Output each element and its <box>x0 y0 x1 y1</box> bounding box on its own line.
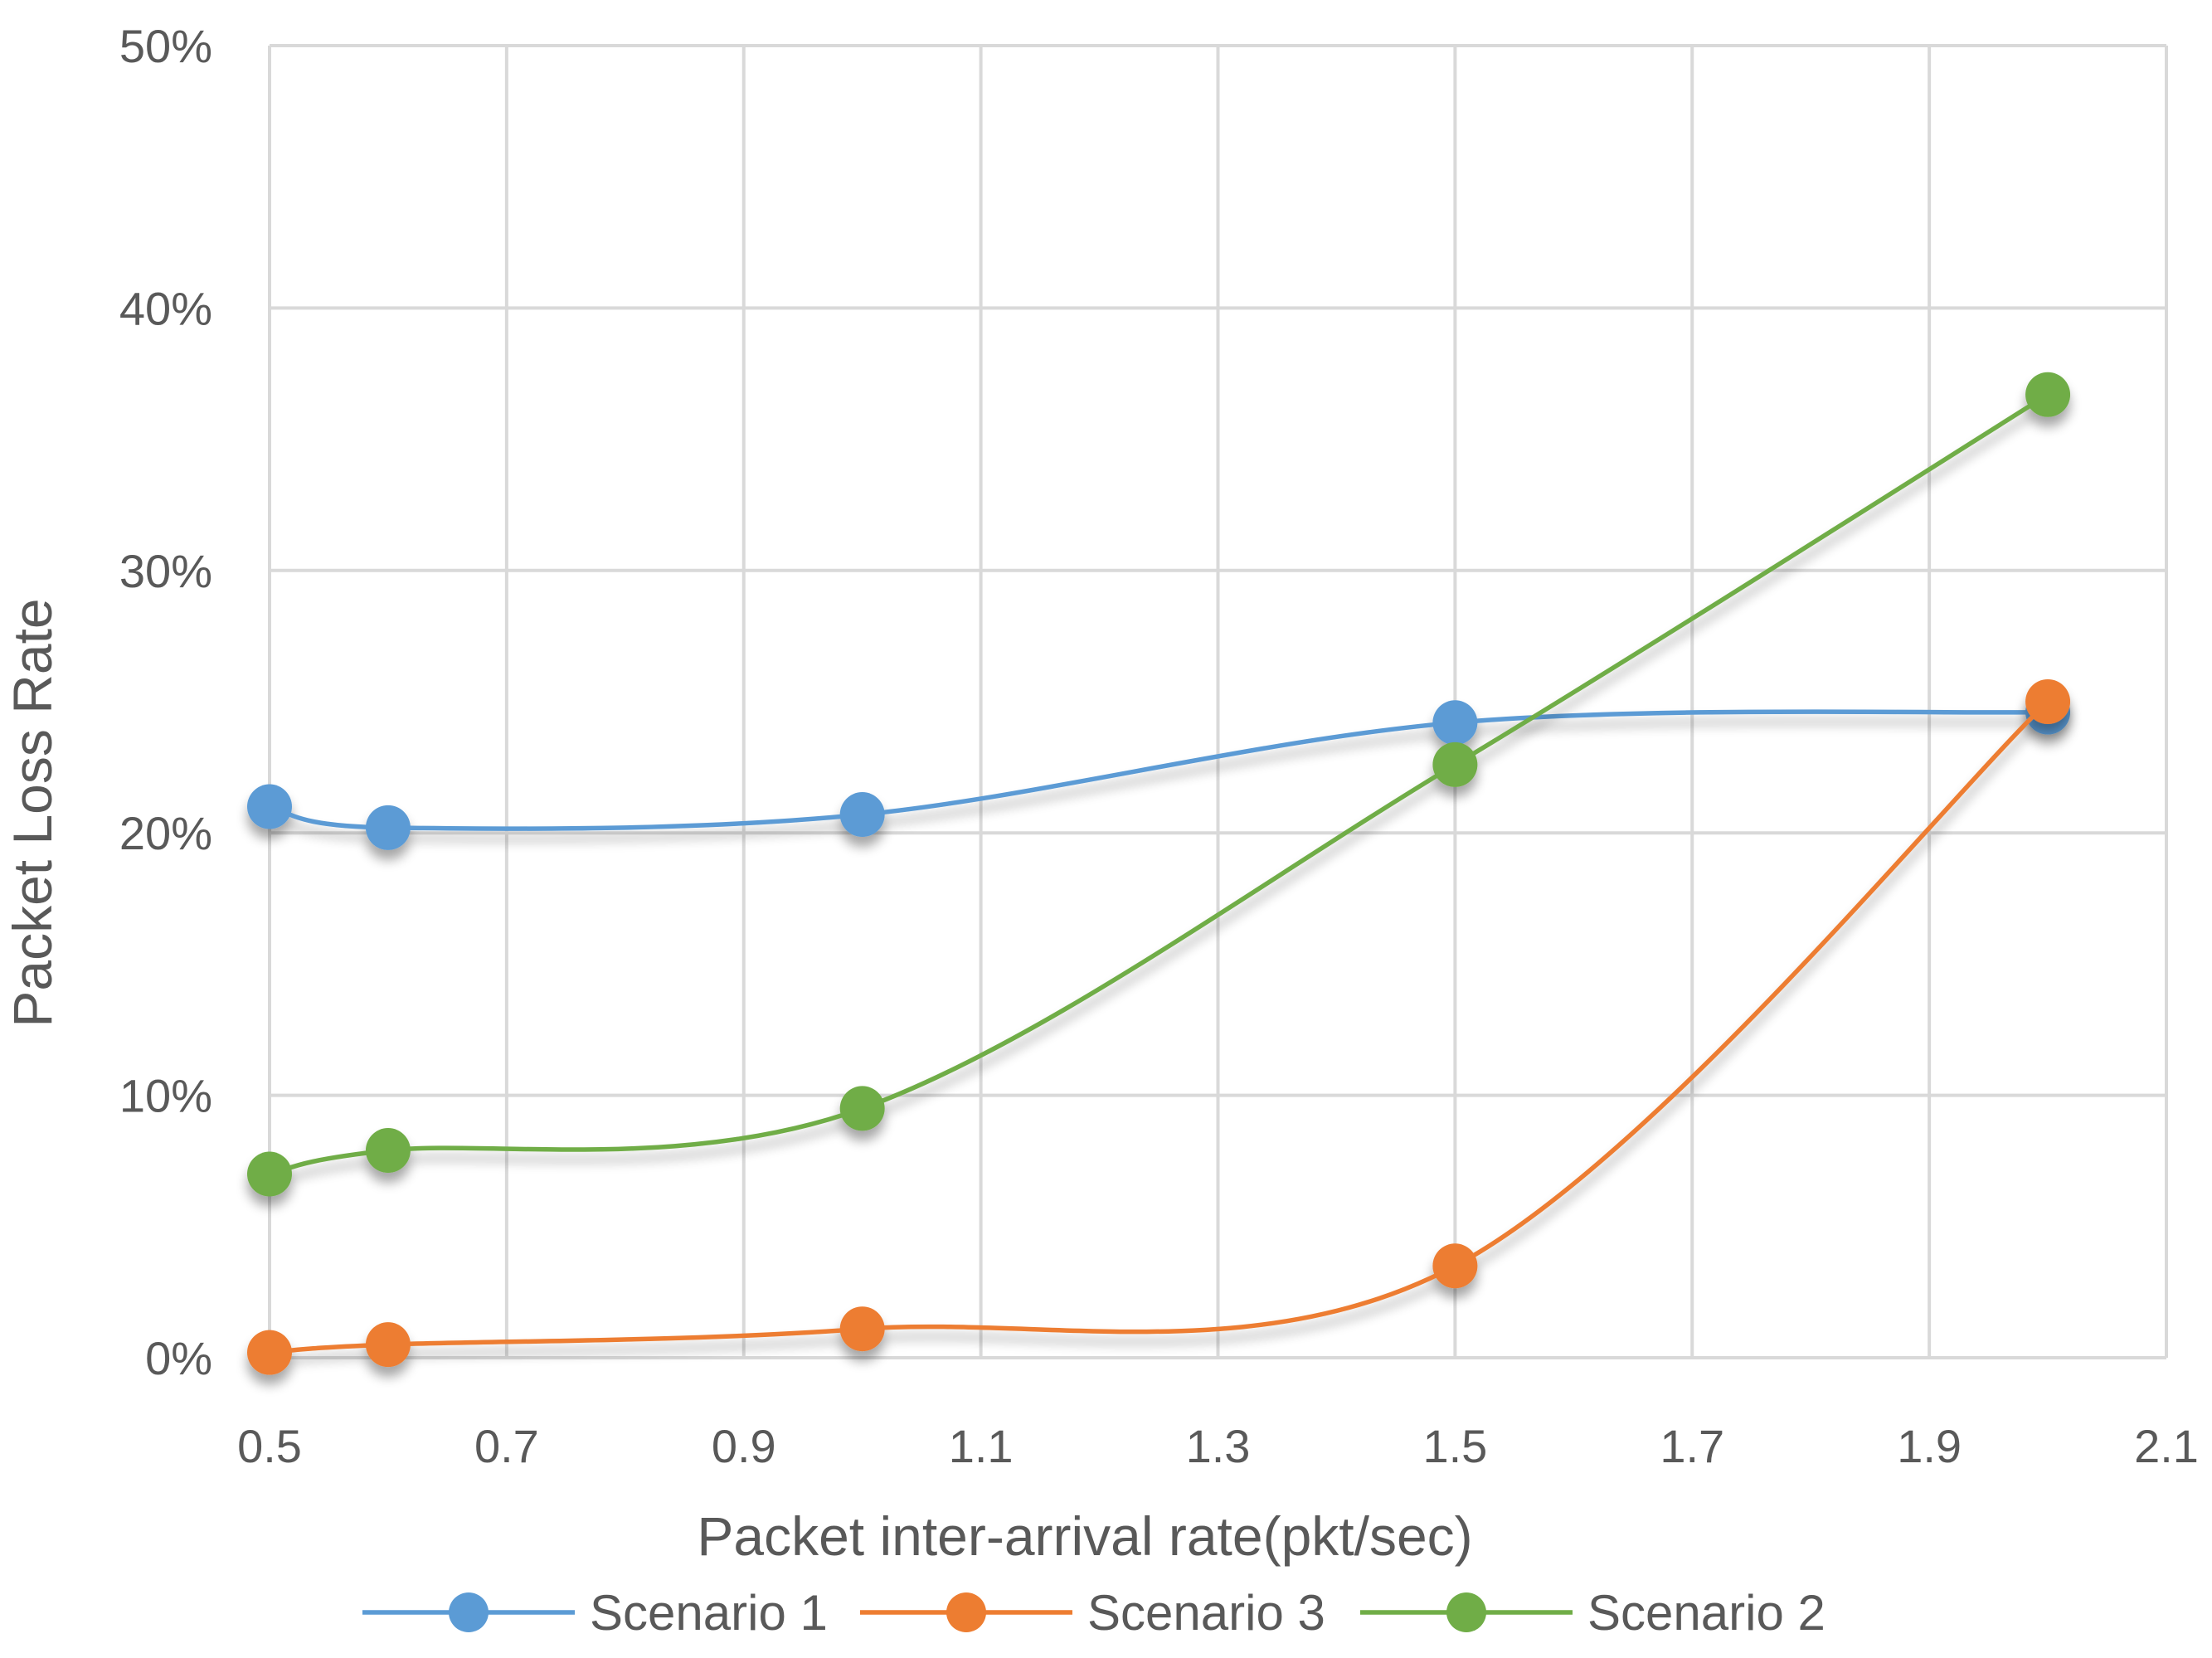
data-point <box>247 784 292 829</box>
series-2 <box>247 679 2071 1375</box>
legend-label: Scenario 1 <box>590 1585 828 1641</box>
data-point <box>2025 372 2071 417</box>
legend-label: Scenario 3 <box>1087 1585 1325 1641</box>
series-1 <box>247 689 2071 850</box>
y-tick-label: 40% <box>119 282 212 334</box>
y-tick-label: 0% <box>145 1332 212 1384</box>
data-point <box>839 1086 885 1131</box>
x-tick-label: 0.7 <box>474 1420 539 1472</box>
x-tick-label: 1.9 <box>1897 1420 1962 1472</box>
series-line <box>267 709 2050 831</box>
legend-item: Scenario 3 <box>860 1585 1325 1641</box>
data-point <box>839 1306 885 1352</box>
data-point <box>1432 741 1478 787</box>
series-group <box>247 372 2071 1375</box>
y-tick-label: 20% <box>119 807 212 859</box>
x-tick-label: 0.5 <box>237 1420 302 1472</box>
x-tick-label: 1.7 <box>1660 1420 1724 1472</box>
data-point <box>247 1330 292 1375</box>
x-axis-title: Packet inter-arrival rate(pkt/sec) <box>697 1505 1472 1567</box>
series-line <box>267 699 2050 1355</box>
data-point <box>365 1322 411 1368</box>
legend-item: Scenario 2 <box>1360 1585 1826 1641</box>
y-tick-label: 50% <box>119 20 212 72</box>
data-point <box>247 1151 292 1197</box>
y-axis-ticks: 0% 10% 20% 30% 40% 50% <box>119 20 212 1384</box>
y-tick-label: 10% <box>119 1070 212 1122</box>
legend-item: Scenario 1 <box>362 1585 828 1641</box>
data-point <box>365 805 411 850</box>
data-point <box>365 1128 411 1174</box>
legend-label: Scenario 2 <box>1587 1585 1826 1641</box>
x-tick-label: 1.1 <box>949 1420 1014 1472</box>
data-point <box>1432 1243 1478 1289</box>
data-point <box>2025 679 2071 724</box>
legend-marker <box>1446 1592 1486 1632</box>
data-point <box>839 792 885 838</box>
x-tick-label: 1.5 <box>1422 1420 1487 1472</box>
x-axis-ticks: 0.5 0.7 0.9 1.1 1.3 1.5 1.7 1.9 2.1 <box>237 1420 2199 1472</box>
series-3 <box>247 372 2071 1197</box>
y-tick-label: 30% <box>119 545 212 597</box>
y-axis-title: Packet Loss Rate <box>2 598 63 1027</box>
series-line <box>267 392 2050 1177</box>
x-tick-label: 2.1 <box>2134 1420 2199 1472</box>
legend-marker <box>946 1592 986 1632</box>
gridlines <box>268 44 2168 1359</box>
data-point <box>1432 700 1478 746</box>
legend: Scenario 1 Scenario 3 Scenario 2 <box>362 1585 1826 1641</box>
legend-marker <box>449 1592 489 1632</box>
x-tick-label: 0.9 <box>712 1420 776 1472</box>
x-tick-label: 1.3 <box>1186 1420 1251 1472</box>
